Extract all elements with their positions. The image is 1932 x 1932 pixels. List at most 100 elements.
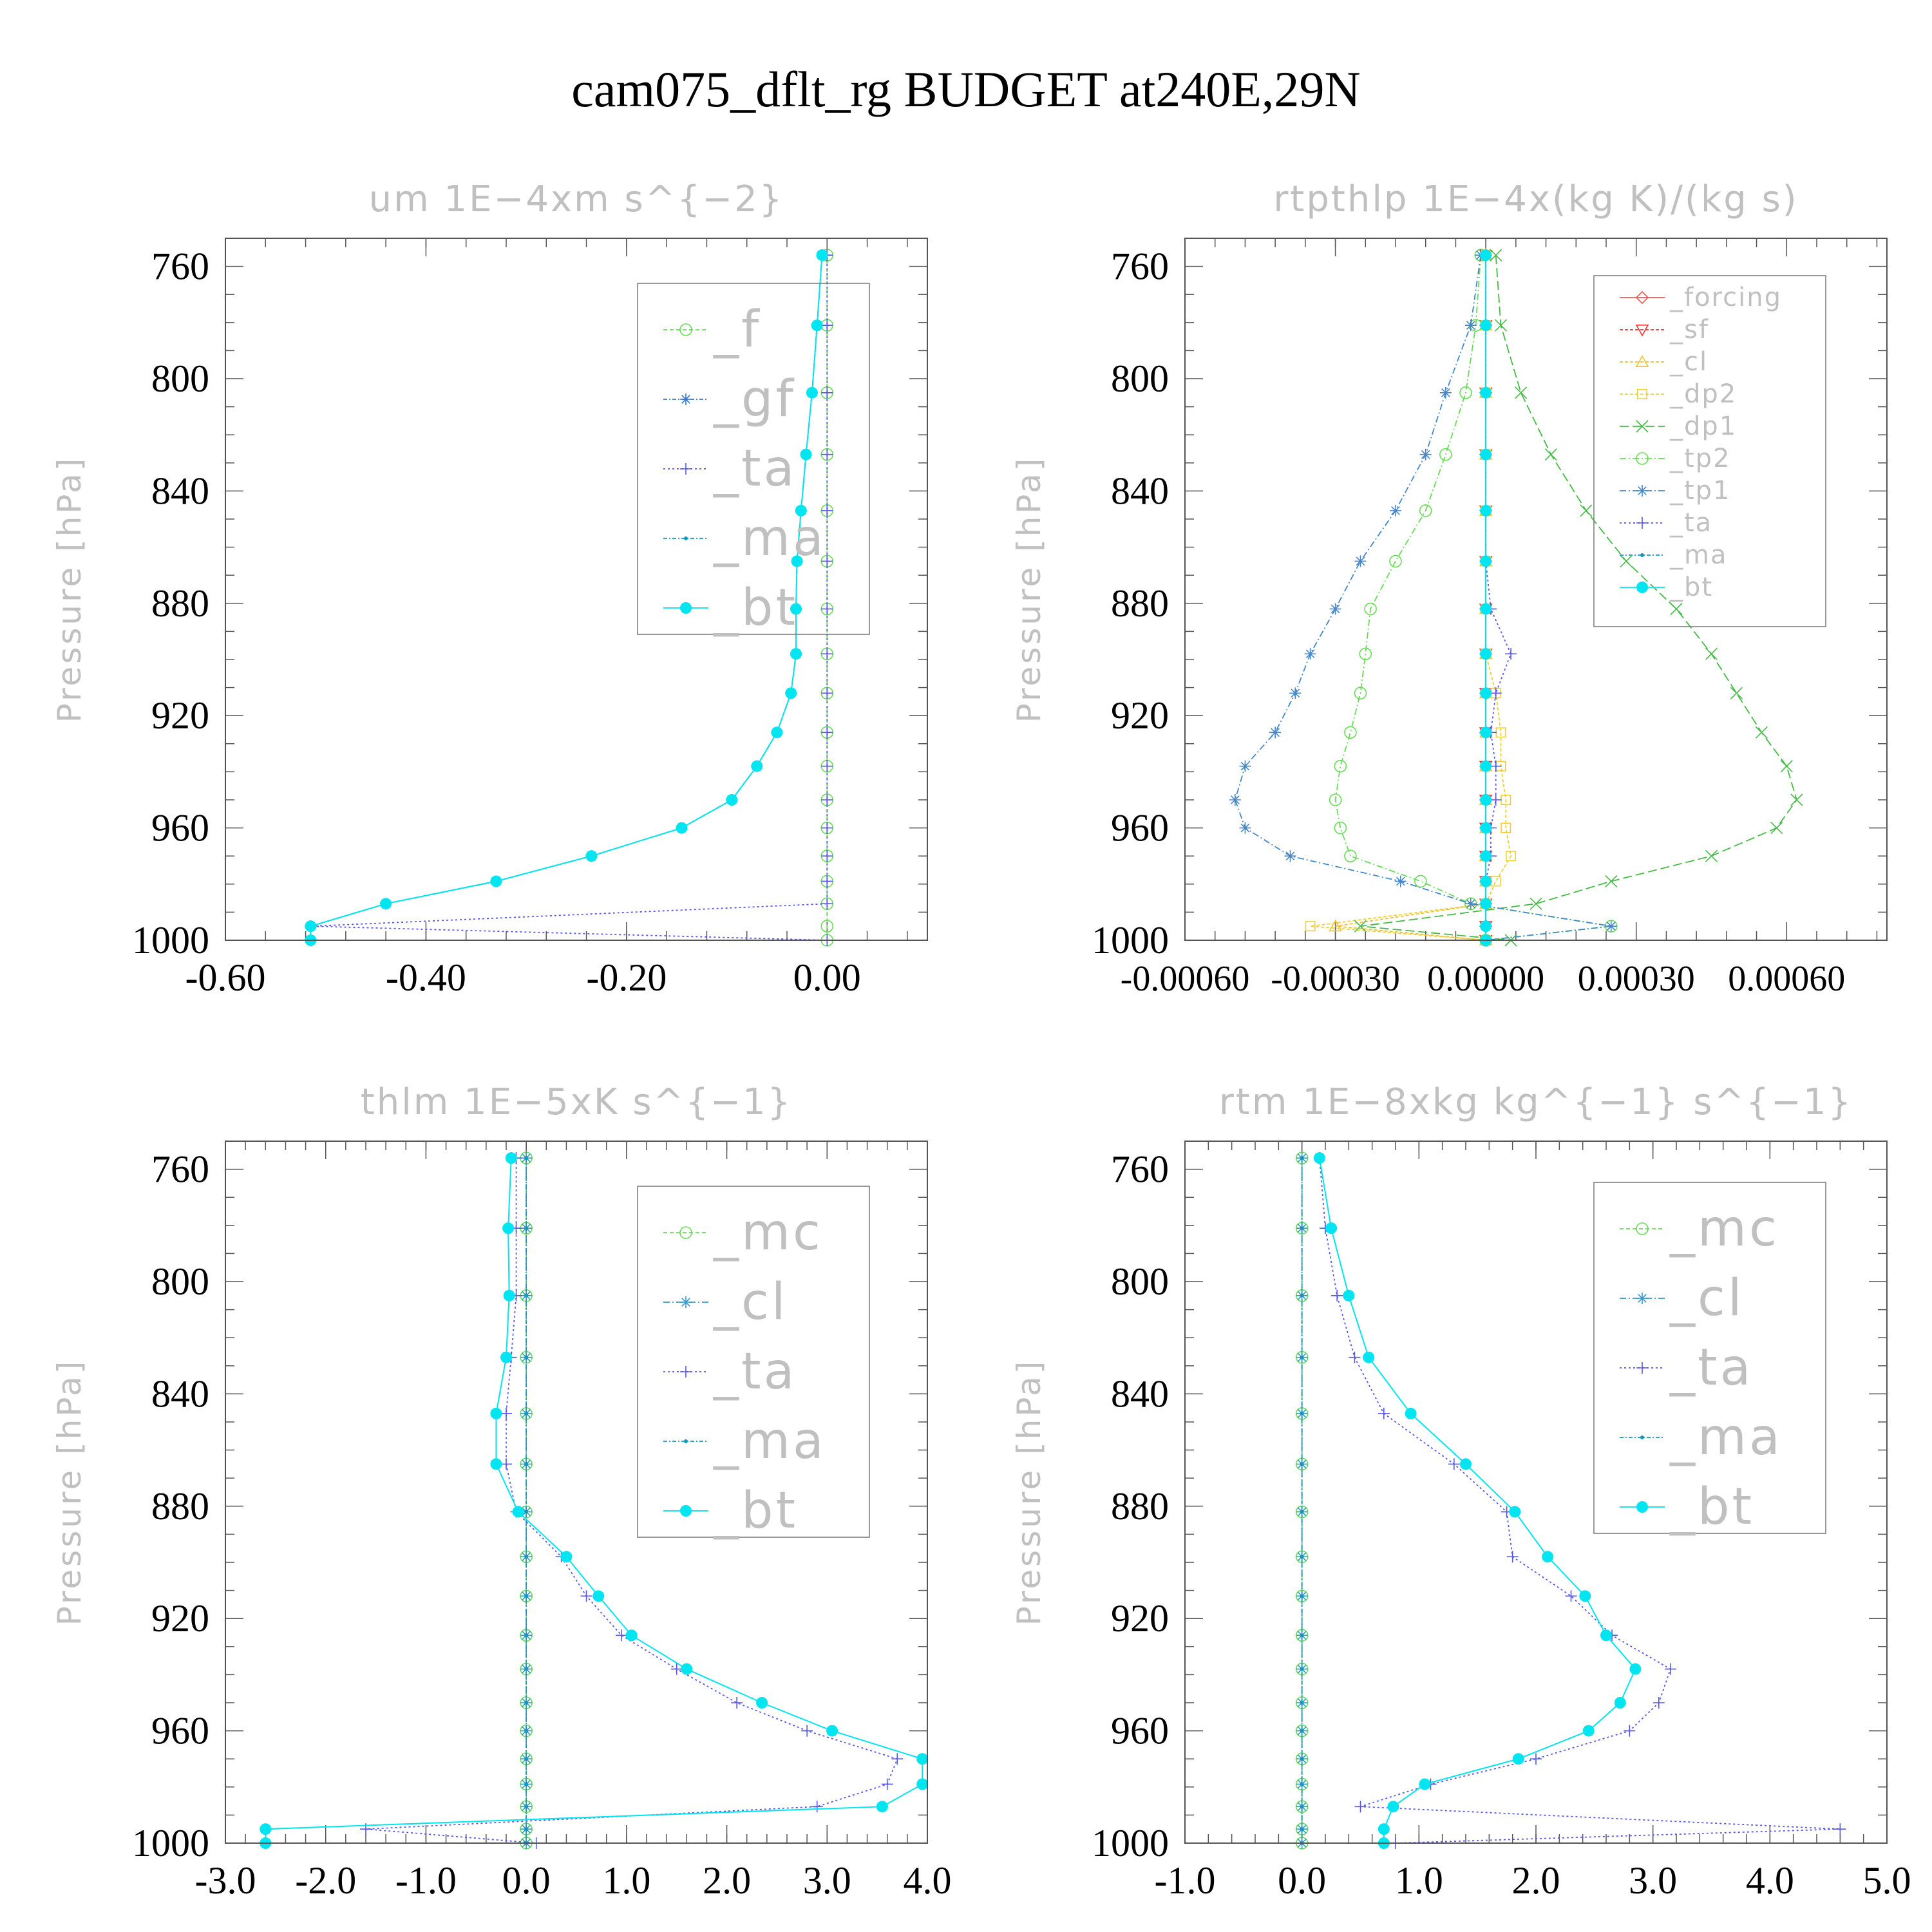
data-point	[821, 850, 833, 862]
series-line	[265, 1158, 923, 1843]
legend-label: _dp1	[1669, 412, 1737, 441]
data-point-shape	[821, 726, 833, 739]
data-point-shape	[1506, 851, 1517, 862]
panel-title: thlm 1E−5xK s^{−1}	[361, 1081, 793, 1123]
data-point-shape	[821, 822, 833, 834]
data-point	[1359, 647, 1372, 661]
data-point	[524, 1701, 529, 1705]
data-point-shape	[1448, 1458, 1460, 1470]
data-point	[826, 1725, 838, 1737]
data-point-shape	[1490, 760, 1502, 772]
data-point-shape	[560, 1551, 573, 1563]
data-point-shape	[1269, 726, 1282, 739]
data-point-shape	[800, 448, 812, 460]
data-point-shape	[1329, 919, 1342, 932]
data-point-shape	[826, 1725, 838, 1737]
legend-item: _ta	[663, 440, 794, 498]
legend-marker-shape	[680, 602, 692, 614]
data-point	[726, 794, 738, 806]
x-tick-label: 2.0	[1512, 1859, 1560, 1902]
data-point-shape	[1334, 821, 1347, 835]
x-tick-label: -2.0	[295, 1859, 356, 1902]
data-point-shape	[811, 319, 823, 332]
data-point	[524, 1728, 529, 1733]
data-point	[585, 850, 598, 862]
legend: _f _gf _ta _ma _bt	[637, 283, 870, 637]
data-point	[1300, 1462, 1304, 1466]
data-point	[1705, 647, 1718, 660]
data-point-shape	[1480, 555, 1492, 567]
data-point	[1344, 726, 1357, 739]
y-tick-label: 800	[151, 1260, 209, 1303]
data-point	[821, 898, 833, 910]
data-point	[1509, 1506, 1521, 1518]
data-point-shape	[1512, 1753, 1524, 1765]
data-point	[1329, 919, 1342, 932]
data-point	[1394, 875, 1406, 887]
y-tick-label: 920	[151, 1597, 209, 1640]
data-point	[821, 726, 833, 739]
data-point	[592, 1590, 605, 1602]
y-tick-label: 920	[1111, 694, 1169, 737]
y-tick-label: 960	[151, 807, 209, 849]
legend-marker	[1636, 1222, 1649, 1235]
data-point	[1605, 875, 1618, 888]
series-dp1	[1354, 249, 1803, 947]
data-point-shape	[1378, 1823, 1390, 1835]
data-point-shape	[1565, 1590, 1577, 1602]
data-point-shape	[625, 1629, 638, 1642]
legend-label: _gf	[713, 370, 796, 428]
data-point-shape	[1664, 1663, 1676, 1675]
data-point	[1480, 603, 1492, 615]
data-point-shape	[592, 1590, 605, 1602]
data-point	[560, 1551, 573, 1563]
data-point	[1460, 1458, 1472, 1470]
data-point	[1565, 1590, 1577, 1602]
data-point-shape	[1439, 448, 1452, 461]
data-point	[1582, 1725, 1595, 1737]
data-point-shape	[1614, 1697, 1626, 1709]
legend-item: _ta	[1620, 1339, 1750, 1397]
legend-item: _bt	[1620, 1478, 1752, 1536]
legend-item: _dp2	[1620, 379, 1736, 409]
data-point-shape	[1582, 1725, 1595, 1737]
data-point-shape	[1834, 1823, 1846, 1835]
data-point-shape	[500, 1407, 512, 1419]
legend-label: _f	[713, 301, 761, 359]
data-point-shape	[1300, 1757, 1304, 1761]
y-tick-label: 760	[1111, 1148, 1169, 1191]
legend-marker-shape	[1635, 325, 1649, 337]
data-point-shape	[1239, 760, 1251, 772]
data-point	[1490, 760, 1502, 772]
data-point	[1480, 850, 1492, 862]
data-point-shape	[524, 1510, 529, 1514]
data-point	[1605, 920, 1617, 933]
panel-1: um 1E−4xm s^{−2} Pressure [hPa] -0.60 -0.40…	[51, 178, 928, 999]
legend-marker-shape	[680, 1296, 692, 1308]
series-line	[1310, 255, 1512, 941]
data-point	[1480, 448, 1492, 460]
data-point-shape	[1300, 1156, 1304, 1160]
legend-marker-shape	[679, 323, 692, 336]
data-point-shape	[821, 603, 833, 615]
data-point-shape	[524, 1633, 529, 1638]
data-point	[1300, 1226, 1304, 1231]
data-point	[1300, 1667, 1304, 1671]
data-point	[1419, 448, 1432, 460]
data-point	[1730, 687, 1743, 699]
legend-box	[1593, 1182, 1826, 1534]
data-point-shape	[500, 1351, 512, 1363]
y-tick-label: 800	[151, 357, 209, 400]
plot-frame	[1184, 1141, 1888, 1844]
data-point-shape	[751, 760, 763, 772]
data-point	[1490, 687, 1502, 699]
data-point-shape	[524, 1728, 529, 1733]
data-point	[1480, 760, 1492, 772]
data-point-shape	[821, 448, 833, 460]
data-point	[1329, 793, 1342, 806]
legend-label: _bt	[1669, 573, 1713, 602]
legend-marker	[1636, 517, 1648, 529]
data-point	[1414, 875, 1427, 888]
data-point	[1480, 648, 1492, 660]
